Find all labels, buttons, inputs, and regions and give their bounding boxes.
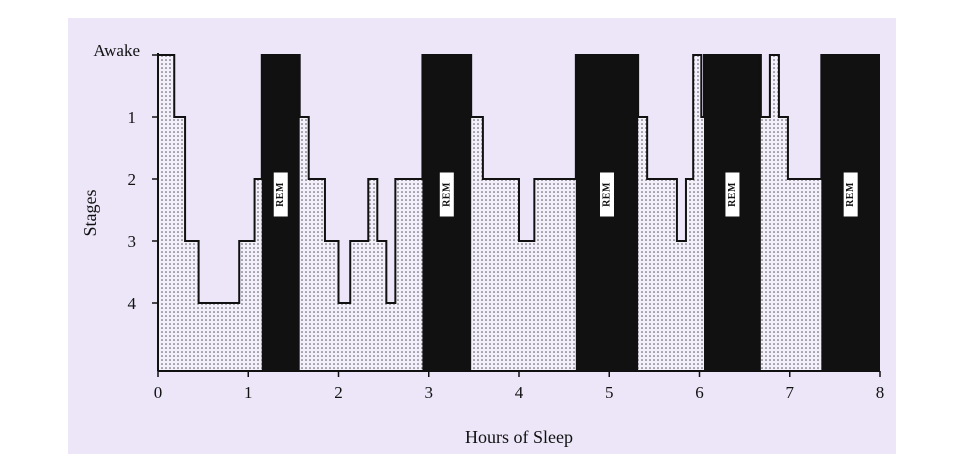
sleep-stage-chart: REM REM REM REM REM 0 1 2 3 4 5 6 7 8 Awake 1 2 3 4 Hours… — [80, 41, 884, 447]
y-tick-label-4: 4 — [128, 294, 137, 313]
hypnogram-step-line — [158, 54, 880, 304]
y-tick-label-awake: Awake — [93, 41, 140, 60]
tick-labels: 0 1 2 3 4 5 6 7 8 Awake 1 2 3 4 — [93, 41, 884, 402]
axes — [152, 53, 881, 377]
x-tick-label-7: 7 — [786, 383, 795, 402]
rem-label-3: REM — [601, 182, 612, 207]
chart-panel: REM REM REM REM REM 0 1 2 3 4 5 6 7 8 Awake 1 2 3 4 Hours… — [68, 18, 896, 454]
rem-periods: REM REM REM REM REM — [261, 55, 880, 371]
hypnogram-line — [158, 54, 880, 304]
y-axis-title: Stages — [80, 190, 100, 237]
rem-label-5: REM — [845, 182, 856, 207]
y-tick-label-3: 3 — [128, 232, 137, 251]
x-axis-title: Hours of Sleep — [465, 427, 573, 447]
rem-label-2: REM — [441, 182, 452, 207]
rem-label-box-4 — [725, 172, 740, 217]
x-tick-label-1: 1 — [244, 383, 253, 402]
x-tick-label-2: 2 — [334, 383, 343, 402]
rem-label-1: REM — [275, 182, 286, 207]
x-tick-label-0: 0 — [154, 383, 163, 402]
x-tick-label-5: 5 — [605, 383, 614, 402]
y-tick-label-1: 1 — [128, 108, 137, 127]
rem-label-4: REM — [727, 182, 738, 207]
y-tick-label-2: 2 — [128, 170, 137, 189]
x-tick-label-8: 8 — [876, 383, 885, 402]
rem-label-box-1 — [273, 172, 288, 217]
x-tick-label-4: 4 — [515, 383, 524, 402]
x-tick-label-3: 3 — [425, 383, 434, 402]
rem-label-box-2 — [439, 172, 454, 217]
x-tick-label-6: 6 — [695, 383, 704, 402]
rem-label-box-3 — [599, 172, 614, 217]
rem-label-box-5 — [843, 172, 858, 217]
